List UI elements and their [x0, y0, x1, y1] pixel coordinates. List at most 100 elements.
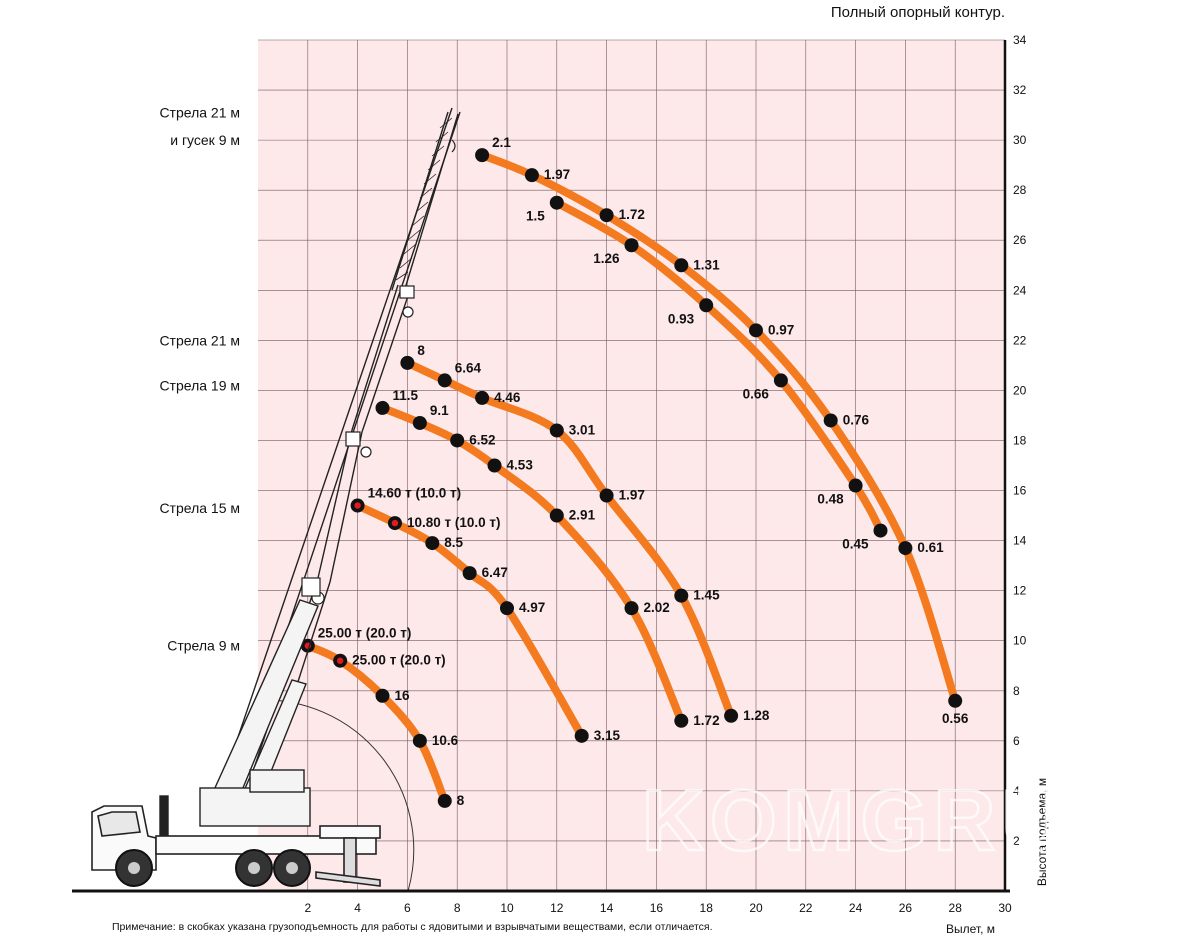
x-tick-label: 26: [899, 901, 913, 915]
y-tick-label: 8: [1013, 684, 1020, 698]
y-tick-label: 34: [1013, 33, 1027, 47]
series-points-group: 1.5 1.26 0.93 0.66 0.48 0.45: [526, 195, 888, 552]
data-point: [462, 566, 477, 581]
data-label: 10.80 т (10.0 т): [407, 515, 501, 530]
data-point: [823, 413, 838, 428]
crane-truck-illustration: [91, 107, 461, 887]
data-label: 25.00 т (20.0 т): [352, 653, 446, 668]
data-point: [674, 258, 689, 273]
data-point: [599, 208, 614, 223]
y-tick-label: 10: [1013, 634, 1027, 648]
data-label: 9.1: [430, 403, 449, 418]
data-label: 1.45: [693, 588, 720, 603]
x-tick-label: 30: [998, 901, 1012, 915]
data-point: [375, 400, 390, 415]
data-point-highlight: [354, 502, 361, 509]
x-axis-label: Вылет, м: [946, 922, 995, 936]
data-point: [773, 373, 788, 388]
data-point: [848, 478, 863, 493]
y-axis-label: Высота подъема, м: [1035, 778, 1049, 886]
x-tick-label: 28: [949, 901, 963, 915]
data-point: [437, 793, 452, 808]
data-label: 25.00 т (20.0 т): [318, 626, 412, 641]
y-tick-label: 26: [1013, 233, 1027, 247]
data-label: 6.64: [455, 360, 482, 375]
data-point: [549, 508, 564, 523]
watermark-logo: KOMGRUZ: [642, 773, 1128, 869]
data-point: [674, 713, 689, 728]
data-label: 2.02: [644, 600, 670, 615]
data-label: 0.97: [768, 322, 794, 337]
y-tick-label: 24: [1013, 283, 1027, 297]
plot-area: [258, 40, 1005, 891]
data-point: [724, 708, 739, 723]
x-tick-label: 10: [500, 901, 514, 915]
data-label: 16: [395, 688, 411, 703]
footnote: Примечание: в скобках указана грузоподъе…: [112, 921, 713, 933]
data-label: 6.47: [482, 565, 508, 580]
data-point-highlight: [391, 519, 399, 527]
data-label: 4.53: [507, 458, 534, 473]
data-label: 4.46: [494, 390, 521, 405]
data-point: [400, 355, 415, 370]
truck-wheels: [115, 849, 311, 887]
data-label: 1.28: [743, 708, 770, 723]
boom-labels: Стрела 21 м и гусек 9 м Стрела 21 м Стрела …: [159, 105, 240, 654]
data-label: 2.1: [492, 135, 511, 150]
data-label: 1.97: [619, 488, 645, 503]
data-point: [549, 195, 564, 210]
data-point: [450, 433, 465, 448]
data-label: 4.97: [519, 600, 545, 615]
y-tick-label: 20: [1013, 383, 1027, 397]
data-point: [624, 601, 639, 616]
data-point: [749, 323, 763, 338]
data-point: [599, 488, 614, 503]
y-tick-label: 12: [1013, 584, 1027, 598]
data-point: [674, 588, 689, 603]
data-point: [948, 693, 963, 708]
y-tick-label: 16: [1013, 484, 1027, 498]
data-point: [475, 148, 490, 163]
data-point-highlight: [336, 657, 344, 664]
x-tick-label: 6: [404, 901, 411, 915]
data-point: [475, 390, 490, 405]
axis-ticks: 2 4 6 8 10 12 14 16 18 20 22 24 26 28 3024681012141618…: [304, 33, 1026, 915]
data-point: [898, 541, 913, 556]
data-label: 11.5: [393, 388, 419, 403]
x-tick-label: 4: [354, 901, 361, 915]
data-label: 2.91: [569, 508, 596, 523]
y-tick-label: 22: [1013, 333, 1027, 347]
data-point: [873, 523, 888, 538]
data-point: [524, 168, 539, 183]
data-label: 6.52: [469, 432, 495, 447]
data-point: [500, 601, 514, 616]
y-tick-label: 4: [1013, 784, 1020, 798]
y-tick-label: 6: [1013, 734, 1020, 748]
data-point: [574, 728, 589, 743]
y-tick-label: 28: [1013, 183, 1027, 197]
data-label: 1.72: [619, 207, 645, 222]
data-point: [624, 238, 639, 253]
data-point: [487, 458, 502, 473]
data-point: [375, 688, 390, 703]
y-tick-label: 30: [1013, 133, 1027, 147]
data-label: 8: [457, 793, 465, 808]
data-label: 1.5: [526, 209, 545, 224]
x-tick-label: 18: [700, 901, 714, 915]
series-layer: 25.00 т (20.0 т) 25.00 т (20.0 т) 16 10.6 8 1…: [300, 135, 969, 808]
data-point: [412, 733, 427, 748]
data-label: 0.66: [743, 386, 770, 401]
x-tick-label: 20: [749, 901, 763, 915]
data-label: 0.56: [942, 711, 969, 726]
y-tick-label: 32: [1013, 83, 1027, 97]
x-tick-label: 14: [600, 901, 614, 915]
data-label: 8.5: [444, 535, 463, 550]
boom-label: и гусек 9 м: [170, 132, 240, 148]
data-point: [699, 298, 714, 313]
y-tick-label: 14: [1013, 534, 1027, 548]
data-label: 3.15: [594, 728, 621, 743]
x-tick-label: 12: [550, 901, 564, 915]
series-points-group: 14.60 т (10.0 т) 10.80 т (10.0 т) 8.5 6.47 4…: [350, 486, 621, 743]
boom-label: Стрела 19 м: [159, 377, 240, 393]
